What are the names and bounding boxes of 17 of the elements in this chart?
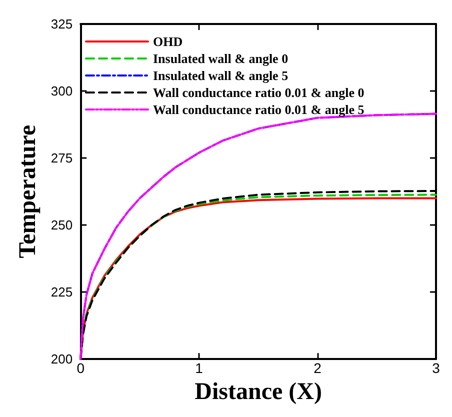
y-tick-label: 325 — [50, 16, 73, 32]
x-tick-label: 2 — [314, 360, 322, 376]
y-tick-label: 200 — [50, 352, 73, 367]
legend-label: Insulated wall & angle 5 — [153, 68, 289, 83]
y-tick-label: 300 — [50, 84, 73, 99]
x-axis-title: Distance (X) — [194, 379, 322, 405]
y-axis-title: Temperature — [15, 124, 41, 258]
x-tick-label: 0 — [76, 360, 85, 376]
x-tick-label: 1 — [195, 360, 204, 376]
legend-label: Insulated wall & angle 0 — [153, 51, 288, 66]
y-tick-label: 275 — [50, 150, 73, 166]
legend-label: Wall conductance ratio 0.01 & angle 0 — [153, 85, 364, 100]
legend-label: OHD — [153, 34, 183, 49]
y-tick-label: 250 — [50, 218, 73, 233]
y-tick-label: 225 — [50, 284, 73, 300]
legend-label: Wall conductance ratio 0.01 & angle 5 — [153, 102, 365, 117]
x-tick-label: 3 — [432, 360, 440, 376]
